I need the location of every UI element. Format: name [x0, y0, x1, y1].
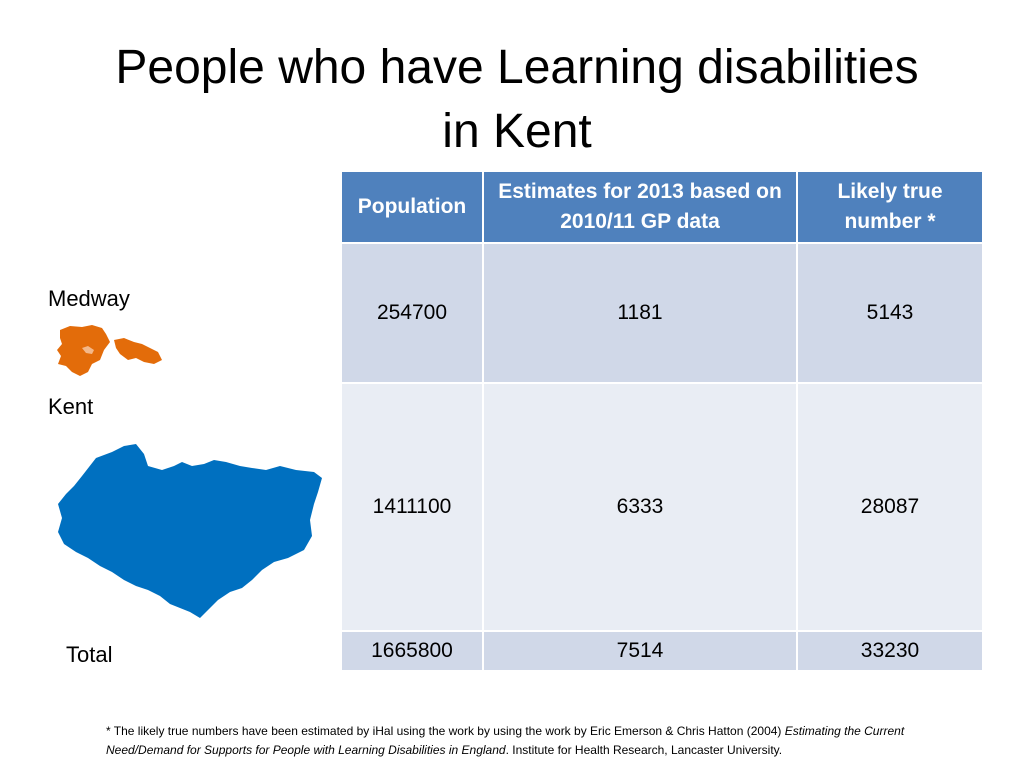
cell-medway-population: 254700	[340, 242, 484, 384]
cell-medway-estimate: 1181	[482, 242, 798, 384]
page-title-line-1: People who have Learning disabilities	[115, 41, 919, 94]
row-label-medway: Medway	[48, 286, 130, 311]
header-likely-true-number: Likely true number *	[796, 170, 984, 244]
page-title: People who have Learning disabilities in…	[40, 36, 994, 164]
footnote-citation-title: Estimating the Current Need/Demand for S…	[106, 724, 905, 757]
kent-map-icon	[58, 444, 322, 618]
row-label-total: Total	[66, 642, 113, 667]
header-estimates: Estimates for 2013 based on 2010/11 GP d…	[482, 170, 798, 244]
cell-kent-estimate: 6333	[482, 382, 798, 632]
table-header-row: Population Estimates for 2013 based on 2…	[340, 170, 984, 244]
cell-kent-population: 1411100	[340, 382, 484, 632]
cell-kent-likely: 28087	[796, 382, 984, 632]
table-row: 254700 1181 5143	[340, 242, 984, 384]
cell-total-population: 1665800	[340, 630, 484, 672]
page-title-line-2: in Kent	[442, 105, 592, 158]
disabilities-table: Population Estimates for 2013 based on 2…	[340, 170, 984, 672]
row-label-kent: Kent	[48, 394, 94, 419]
medway-map-icon	[57, 325, 162, 376]
cell-total-estimate: 7514	[482, 630, 798, 672]
footnote-publisher: . Institute for Health Research, Lancast…	[505, 743, 783, 757]
cell-total-likely: 33230	[796, 630, 984, 672]
cell-medway-likely: 5143	[796, 242, 984, 384]
footnote-text: * The likely true numbers have been esti…	[106, 724, 785, 738]
footnote: * The likely true numbers have been esti…	[106, 722, 926, 760]
table-row: 1665800 7514 33230	[340, 630, 984, 672]
header-population: Population	[340, 170, 484, 244]
table-row: 1411100 6333 28087	[340, 382, 984, 632]
